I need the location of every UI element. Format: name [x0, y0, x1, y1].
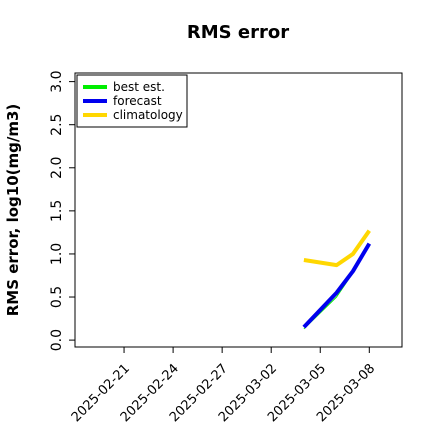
y-tick-label: 0.5: [49, 286, 65, 308]
legend-label: best est.: [113, 80, 165, 94]
y-tick-label: 3.0: [49, 70, 65, 92]
y-tick-label: 1.0: [49, 243, 65, 265]
series-line: [303, 229, 371, 268]
plot-frame: [74, 72, 403, 348]
legend-label: forecast: [113, 94, 162, 108]
legend-label: climatology: [113, 108, 183, 122]
y-axis-label: RMS error, log10(mg/m3): [4, 104, 22, 317]
chart-title: RMS error: [187, 22, 289, 43]
y-tick-label: 1.5: [49, 200, 65, 222]
y-tick-label: 2.5: [49, 114, 65, 136]
y-tick-label: 0.0: [49, 329, 65, 351]
y-tick-label: 2.0: [49, 157, 65, 179]
series-line: [302, 242, 372, 329]
